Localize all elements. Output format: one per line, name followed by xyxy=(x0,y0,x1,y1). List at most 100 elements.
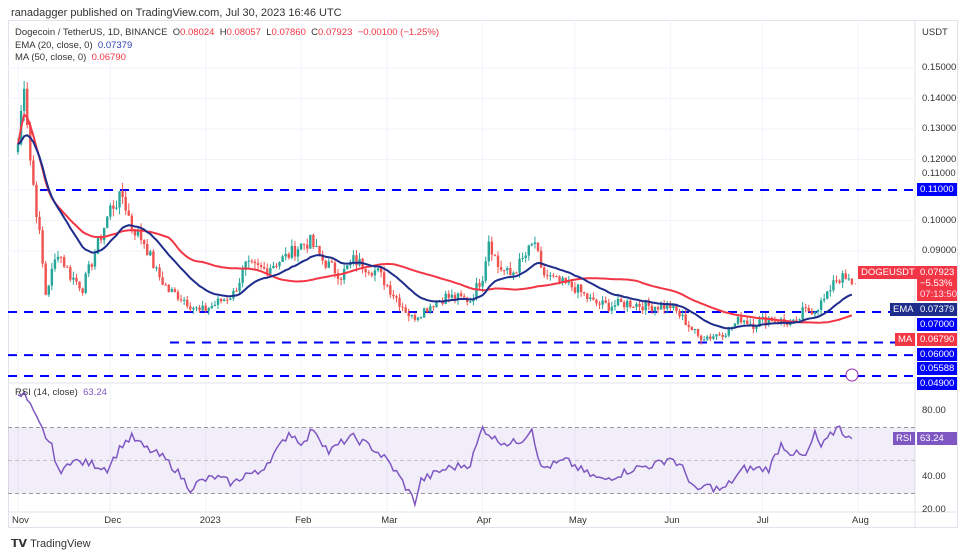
candle-body xyxy=(432,306,435,308)
candle-body xyxy=(321,254,324,261)
candle-body xyxy=(330,261,334,263)
candle-body xyxy=(656,307,660,310)
candle-body xyxy=(50,268,54,286)
candle-body xyxy=(549,275,552,277)
ma-legend[interactable]: MA (50, close, 0) 0.06790 xyxy=(15,52,126,63)
candle-body xyxy=(109,205,112,217)
candle-body xyxy=(429,306,432,312)
candle-body xyxy=(684,314,687,326)
candle-body xyxy=(66,266,69,268)
candle-body xyxy=(90,264,94,267)
candle-body xyxy=(792,319,795,322)
candle-body xyxy=(389,285,392,295)
time-tick: Mar xyxy=(381,515,398,526)
candle-body xyxy=(496,255,500,268)
candle-body xyxy=(632,306,635,308)
candle-body xyxy=(373,270,377,276)
candle-body xyxy=(41,230,44,264)
candle-body xyxy=(167,284,170,292)
candle-body xyxy=(601,300,604,305)
candle-body xyxy=(509,267,512,276)
rsi-tick: 40.00 xyxy=(922,471,946,482)
candle-body xyxy=(456,293,460,300)
candle-body xyxy=(613,305,617,307)
candle-body xyxy=(59,256,63,258)
candle-body xyxy=(453,294,457,300)
candle-body xyxy=(662,304,666,309)
candle-body xyxy=(810,311,814,315)
candle-body xyxy=(367,272,370,274)
candle-body xyxy=(302,243,306,245)
candle-body xyxy=(370,273,374,276)
candle-body xyxy=(435,301,438,308)
candle-body xyxy=(724,335,727,337)
candle-body xyxy=(459,293,463,297)
candle-body xyxy=(241,269,244,283)
candle-body xyxy=(419,317,423,319)
candle-body xyxy=(407,312,410,317)
candle-body xyxy=(413,315,417,320)
candle-body xyxy=(38,216,41,231)
candle-body xyxy=(622,302,626,308)
candle-body xyxy=(164,284,167,286)
candle-body xyxy=(210,305,214,309)
candle-body xyxy=(87,264,90,274)
candle-body xyxy=(764,316,767,325)
candle-body xyxy=(702,339,706,341)
candle-body xyxy=(829,290,832,292)
candle-body xyxy=(678,310,681,317)
candle-body xyxy=(139,230,143,241)
candle-body xyxy=(844,273,847,279)
candle-body xyxy=(124,196,127,211)
candle-body xyxy=(499,267,503,271)
candle-body xyxy=(672,304,675,309)
change-value: −0.00100 (−1.25%) xyxy=(357,27,439,38)
candle-body xyxy=(478,283,481,287)
tradingview-logo[interactable]: 𝗧𝗩 TradingView xyxy=(11,538,91,550)
candle-body xyxy=(72,277,75,280)
candle-body xyxy=(847,278,850,280)
candle-body xyxy=(173,289,177,292)
candle-body xyxy=(404,307,407,313)
candle-body xyxy=(272,265,275,269)
candle-body xyxy=(81,288,84,293)
candle-body xyxy=(339,278,343,280)
candle-body xyxy=(121,191,124,197)
candle-body xyxy=(238,282,241,292)
rsi-legend[interactable]: RSI (14, close) 63.24 xyxy=(15,387,107,398)
candle-body xyxy=(444,293,447,304)
candle-body xyxy=(755,326,758,329)
candle-body xyxy=(222,299,226,302)
rsi-band xyxy=(8,427,915,494)
candle-body xyxy=(666,303,669,309)
lightning-event-icon xyxy=(845,368,859,382)
candle-body xyxy=(416,317,420,320)
candle-body xyxy=(746,320,749,324)
candle-body xyxy=(521,258,524,260)
candle-body xyxy=(721,334,724,337)
time-tick: Jul xyxy=(756,515,769,526)
candle-body xyxy=(84,273,87,293)
candle-body xyxy=(592,297,595,300)
low-value: 0.07860 xyxy=(271,27,306,38)
candle-body xyxy=(687,325,690,327)
candle-body xyxy=(102,227,106,241)
candle-body xyxy=(192,307,195,310)
price-tick: 0.12000 xyxy=(922,153,957,165)
ema-legend[interactable]: EMA (20, close, 0) 0.07379 xyxy=(15,40,133,51)
candle-body xyxy=(835,280,838,282)
candle-body xyxy=(586,293,589,300)
candle-body xyxy=(189,306,192,310)
candle-body xyxy=(816,309,820,313)
price-tick: 0.15000 xyxy=(922,62,957,73)
candle-body xyxy=(733,323,737,328)
open-value: 0.08024 xyxy=(180,27,215,38)
time-tick: Aug xyxy=(852,515,869,526)
candle-body xyxy=(644,300,647,311)
candle-body xyxy=(112,205,115,209)
level-price-tag: 0.05588 xyxy=(917,362,957,375)
time-tick: Nov xyxy=(12,515,29,526)
candle-body xyxy=(284,253,287,257)
price-tick: 0.10000 xyxy=(922,214,957,226)
